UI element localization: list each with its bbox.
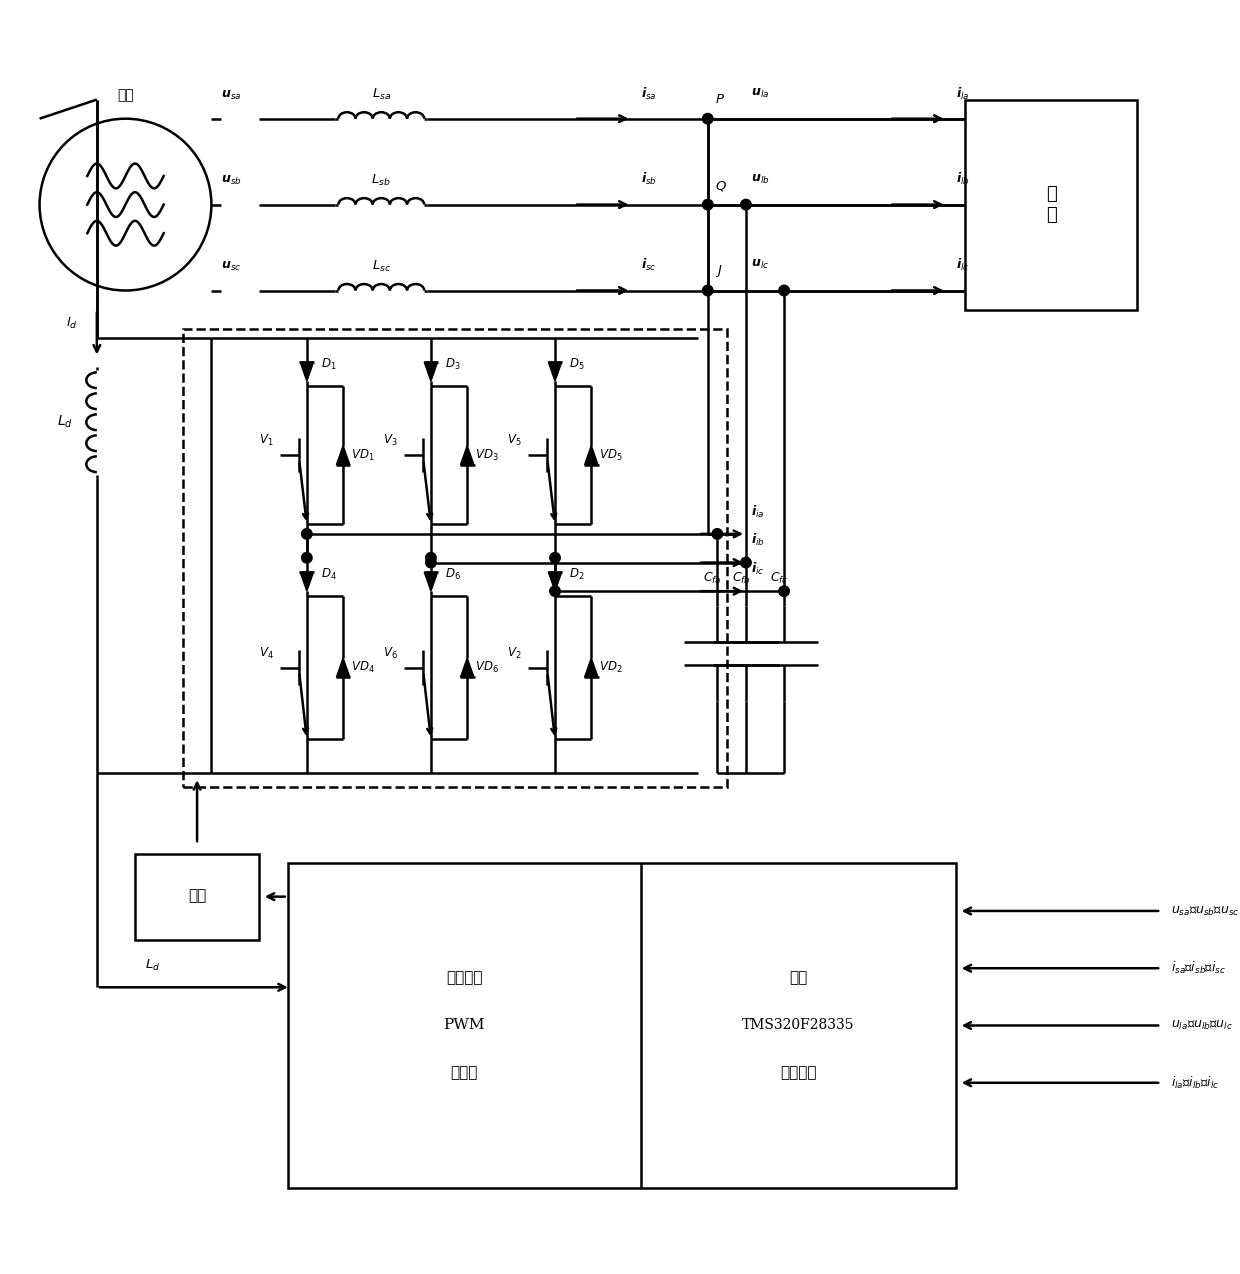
Text: $\boldsymbol{i}_{ic}$: $\boldsymbol{i}_{ic}$ <box>750 561 764 577</box>
Text: $V_1$: $V_1$ <box>259 433 274 448</box>
Text: $i_{sa}$、$i_{sb}$、$i_{sc}$: $i_{sa}$、$i_{sb}$、$i_{sc}$ <box>1171 961 1225 976</box>
Polygon shape <box>584 446 598 465</box>
Text: $D_5$: $D_5$ <box>569 357 585 372</box>
Text: $\boldsymbol{u}_{sb}$: $\boldsymbol{u}_{sb}$ <box>221 175 242 187</box>
Text: $VD_4$: $VD_4$ <box>351 660 374 675</box>
Text: $C_{fa}$: $C_{fa}$ <box>703 571 722 586</box>
Circle shape <box>712 529 723 539</box>
Text: $D_6$: $D_6$ <box>445 567 461 581</box>
Text: $I_d$: $I_d$ <box>66 316 78 331</box>
Text: $V_3$: $V_3$ <box>383 433 398 448</box>
Text: $V_6$: $V_6$ <box>383 646 398 661</box>
Text: 电源: 电源 <box>117 88 134 102</box>
Text: PWM: PWM <box>444 1018 485 1032</box>
Bar <box>288 864 956 1187</box>
Text: $C_{fc}$: $C_{fc}$ <box>770 571 789 586</box>
Text: $V_4$: $V_4$ <box>259 646 274 661</box>
Text: $\boldsymbol{i}_{lc}$: $\boldsymbol{i}_{lc}$ <box>956 257 970 274</box>
Text: 驱动: 驱动 <box>188 889 206 903</box>
Text: $u_{la}$、$u_{lb}$、$u_{lc}$: $u_{la}$、$u_{lb}$、$u_{lc}$ <box>1171 1019 1233 1032</box>
Text: $J$: $J$ <box>715 264 723 279</box>
Text: $i_{la}$、$i_{lb}$、$i_{lc}$: $i_{la}$、$i_{lb}$、$i_{lc}$ <box>1171 1075 1219 1091</box>
Text: $\boldsymbol{i}_{ia}$: $\boldsymbol{i}_{ia}$ <box>750 503 764 520</box>
Polygon shape <box>548 362 562 381</box>
Polygon shape <box>460 657 474 676</box>
Text: $\boldsymbol{i}_{lb}$: $\boldsymbol{i}_{lb}$ <box>956 171 970 187</box>
Circle shape <box>425 553 436 563</box>
Circle shape <box>301 553 312 563</box>
Circle shape <box>740 557 751 568</box>
Text: $\boldsymbol{i}_{la}$: $\boldsymbol{i}_{la}$ <box>956 85 970 102</box>
Text: $D_1$: $D_1$ <box>321 357 337 372</box>
Circle shape <box>425 557 436 568</box>
Text: $V_2$: $V_2$ <box>507 646 522 661</box>
Text: 的控制器: 的控制器 <box>780 1066 817 1080</box>
Polygon shape <box>336 446 350 465</box>
Polygon shape <box>336 657 350 676</box>
Polygon shape <box>584 657 598 676</box>
Text: $\boldsymbol{u}_{sa}$: $\boldsymbol{u}_{sa}$ <box>221 88 242 102</box>
Text: $\boldsymbol{i}_{sb}$: $\boldsymbol{i}_{sb}$ <box>641 171 657 187</box>
Polygon shape <box>300 572 314 591</box>
Text: $D_4$: $D_4$ <box>321 567 337 581</box>
Text: $u_{sa}$、$u_{sb}$、$u_{sc}$: $u_{sa}$、$u_{sb}$、$u_{sc}$ <box>1171 905 1239 917</box>
Circle shape <box>779 586 790 596</box>
Text: $\boldsymbol{i}_{sa}$: $\boldsymbol{i}_{sa}$ <box>641 85 657 102</box>
Text: $\boldsymbol{i}_{ib}$: $\boldsymbol{i}_{ib}$ <box>750 533 765 548</box>
Polygon shape <box>424 362 438 381</box>
Text: $P$: $P$ <box>715 93 725 106</box>
Circle shape <box>301 529 312 539</box>
Circle shape <box>549 586 560 596</box>
Text: $Q$: $Q$ <box>715 178 728 192</box>
Text: $VD_5$: $VD_5$ <box>599 447 622 462</box>
Bar <box>966 99 1137 310</box>
Circle shape <box>779 285 790 296</box>
Text: $L_{sc}$: $L_{sc}$ <box>372 259 391 274</box>
Text: $VD_3$: $VD_3$ <box>475 447 498 462</box>
Text: $C_{fb}$: $C_{fb}$ <box>732 571 750 586</box>
Text: 基于: 基于 <box>790 971 807 985</box>
Circle shape <box>740 199 751 210</box>
Text: $VD_1$: $VD_1$ <box>351 447 374 462</box>
Text: $VD_6$: $VD_6$ <box>475 660 498 675</box>
Bar <box>135 854 259 940</box>
Polygon shape <box>424 572 438 591</box>
Text: $VD_2$: $VD_2$ <box>599 660 622 675</box>
Circle shape <box>703 285 713 296</box>
Bar <box>182 329 727 787</box>
Text: $\boldsymbol{u}_{lc}$: $\boldsymbol{u}_{lc}$ <box>750 259 769 271</box>
Text: $\boldsymbol{i}_{sc}$: $\boldsymbol{i}_{sc}$ <box>641 257 657 274</box>
Polygon shape <box>548 572 562 591</box>
Circle shape <box>703 199 713 210</box>
Text: $L_{sb}$: $L_{sb}$ <box>372 173 391 189</box>
Text: 电流矢量: 电流矢量 <box>446 971 482 985</box>
Text: TMS320F28335: TMS320F28335 <box>743 1018 854 1032</box>
Text: $D_3$: $D_3$ <box>445 357 461 372</box>
Text: $L_d$: $L_d$ <box>145 958 160 973</box>
Polygon shape <box>300 362 314 381</box>
Text: $V_5$: $V_5$ <box>507 433 522 448</box>
Circle shape <box>703 113 713 124</box>
Text: $\boldsymbol{u}_{la}$: $\boldsymbol{u}_{la}$ <box>750 87 769 99</box>
Text: $\boldsymbol{u}_{sc}$: $\boldsymbol{u}_{sc}$ <box>221 260 242 274</box>
Text: $L_d$: $L_d$ <box>57 414 73 431</box>
Circle shape <box>549 553 560 563</box>
Polygon shape <box>460 446 474 465</box>
Text: $L_{sa}$: $L_{sa}$ <box>372 88 391 102</box>
Text: 负
载: 负 载 <box>1047 185 1056 224</box>
Text: $\boldsymbol{u}_{lb}$: $\boldsymbol{u}_{lb}$ <box>750 172 769 186</box>
Text: 控制器: 控制器 <box>450 1066 479 1080</box>
Text: $D_2$: $D_2$ <box>569 567 585 581</box>
